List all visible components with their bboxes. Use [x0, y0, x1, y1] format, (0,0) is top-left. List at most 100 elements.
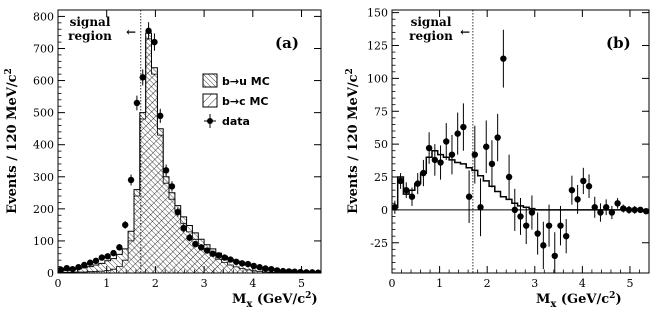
- data-marker: [99, 254, 105, 260]
- data-point: [245, 261, 251, 267]
- data-point: [69, 266, 75, 272]
- data-marker: [603, 204, 609, 210]
- data-marker: [643, 208, 649, 214]
- data-marker: [110, 250, 116, 256]
- x-tick-label: 4: [579, 277, 586, 290]
- data-point: [563, 219, 569, 253]
- data-point: [523, 207, 529, 244]
- y-tick-label: 300: [33, 171, 54, 184]
- data-marker: [163, 167, 169, 173]
- data-marker: [151, 39, 157, 45]
- data-point: [134, 96, 140, 111]
- data-marker: [580, 178, 586, 184]
- data-marker: [460, 124, 466, 130]
- data-point: [432, 144, 438, 176]
- data-point: [552, 232, 558, 279]
- data-point: [614, 198, 620, 209]
- data-marker: [529, 209, 535, 215]
- data-marker: [256, 264, 262, 270]
- panel-b-ylabel: Events / 120 MeV/c2: [345, 68, 361, 214]
- data-point: [292, 269, 298, 275]
- data-marker: [632, 207, 638, 213]
- data-marker: [415, 180, 421, 186]
- data-marker: [449, 151, 455, 157]
- data-marker: [145, 28, 151, 34]
- data-marker: [523, 222, 529, 228]
- data-point: [75, 264, 81, 270]
- data-point: [546, 205, 552, 247]
- data-point: [286, 268, 292, 274]
- data-point: [99, 254, 105, 260]
- data-point: [210, 251, 216, 257]
- x-tick-label: 1: [103, 277, 110, 290]
- data-point: [116, 244, 122, 250]
- data-marker: [552, 253, 558, 259]
- panel-a: 0 1 2 3 4 5 0 100 200 300 400 500 600 700 800 Events /…: [4, 10, 321, 310]
- y-tick-label: 75: [374, 105, 388, 118]
- x-tick-label: 3: [531, 277, 538, 290]
- panel-a-xlabel: Mx (GeV/c2): [232, 291, 318, 310]
- legend-bc-label: b→c MC: [222, 95, 268, 108]
- data-point: [309, 269, 315, 275]
- data-point: [626, 206, 632, 214]
- data-point: [449, 135, 455, 174]
- data-marker: [443, 138, 449, 144]
- data-point: [198, 244, 204, 250]
- data-marker: [506, 174, 512, 180]
- y-tick-label: 50: [374, 138, 388, 151]
- data-point: [157, 109, 163, 123]
- panel-b-label: (b): [606, 34, 631, 52]
- x-tick-label: 0: [55, 277, 62, 290]
- data-point: [204, 247, 210, 253]
- data-marker: [309, 269, 315, 275]
- data-point: [110, 250, 116, 256]
- data-marker: [180, 225, 186, 231]
- data-marker: [216, 252, 222, 258]
- data-marker: [432, 157, 438, 163]
- data-point: [557, 206, 563, 245]
- legend-bu-label: b→u MC: [222, 75, 270, 88]
- data-marker: [221, 254, 227, 260]
- data-marker: [494, 134, 500, 140]
- data-marker: [239, 260, 245, 266]
- x-tick-label: 2: [484, 277, 491, 290]
- data-point: [592, 197, 598, 218]
- data-point: [632, 206, 638, 214]
- data-marker: [245, 261, 251, 267]
- data-marker: [303, 269, 309, 275]
- data-marker: [297, 269, 303, 275]
- y-tick-label: 500: [33, 107, 54, 120]
- legend-bu-swatch: [203, 74, 217, 87]
- data-marker: [420, 170, 426, 176]
- y-tick-label: 0: [381, 204, 388, 217]
- panel-a-legend: b→u MC b→c MC data: [203, 74, 270, 128]
- x-tick-label: 1: [436, 277, 443, 290]
- data-marker: [251, 263, 257, 269]
- data-marker: [477, 204, 483, 210]
- panel-a-signal-text-1: signal: [70, 15, 111, 29]
- data-point: [104, 253, 110, 259]
- y-tick-label: 125: [367, 40, 388, 53]
- y-tick-label: 100: [367, 72, 388, 85]
- data-point: [233, 259, 239, 265]
- data-point: [151, 33, 157, 50]
- data-marker: [397, 178, 403, 184]
- data-point: [586, 174, 592, 198]
- data-marker: [403, 187, 409, 193]
- x-tick-label: 3: [201, 277, 208, 290]
- data-marker: [489, 161, 495, 167]
- data-marker: [437, 159, 443, 165]
- data-point: [221, 254, 227, 260]
- data-marker: [157, 113, 163, 119]
- data-marker: [204, 247, 210, 253]
- data-point: [256, 264, 262, 270]
- data-marker: [192, 241, 198, 247]
- data-marker: [574, 196, 580, 202]
- data-marker: [409, 194, 415, 200]
- data-point: [609, 206, 615, 219]
- legend-data-marker: [204, 114, 216, 128]
- panel-b-tick-labels: 0 1 2 3 4 5-250255075100125150: [367, 7, 633, 290]
- data-point: [580, 168, 586, 194]
- panel-b-signal-text-1: signal: [411, 15, 452, 29]
